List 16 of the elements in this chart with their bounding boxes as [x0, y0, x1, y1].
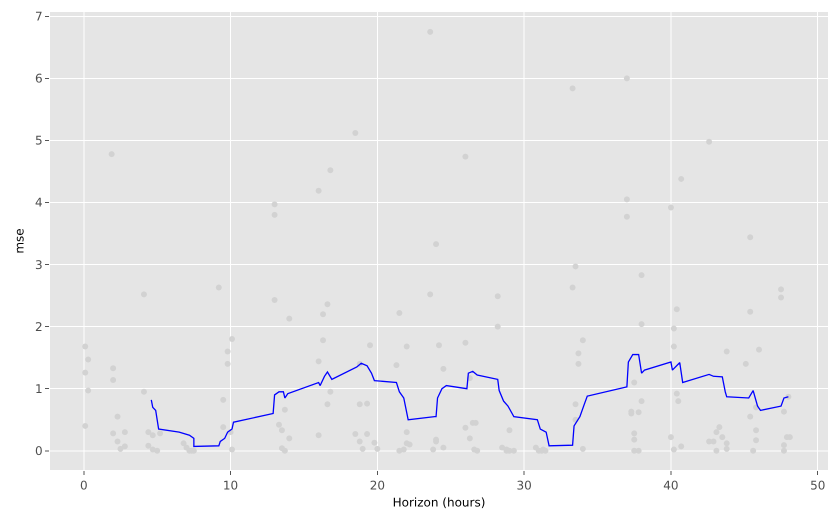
x-tick-label: 0 [80, 478, 88, 492]
y-tick-label: 6 [34, 72, 43, 86]
y-tick-label: 4 [34, 196, 43, 210]
y-tick-label: 2 [34, 320, 43, 334]
x-tick-label: 50 [810, 478, 826, 492]
x-tick-label: 10 [222, 478, 238, 492]
x-tick-label: 20 [370, 478, 385, 492]
y-tick-label: 1 [34, 382, 43, 396]
y-tick-label: 0 [34, 444, 43, 458]
y-tick-label: 5 [34, 134, 43, 148]
x-axis-title: Horizon (hours) [392, 495, 486, 510]
y-axis-title: mse [12, 228, 26, 254]
x-tick-label: 40 [663, 478, 679, 492]
y-tick-label: 3 [34, 258, 43, 272]
x-tick-label: 30 [516, 478, 532, 492]
y-tick-label: 7 [34, 10, 43, 24]
